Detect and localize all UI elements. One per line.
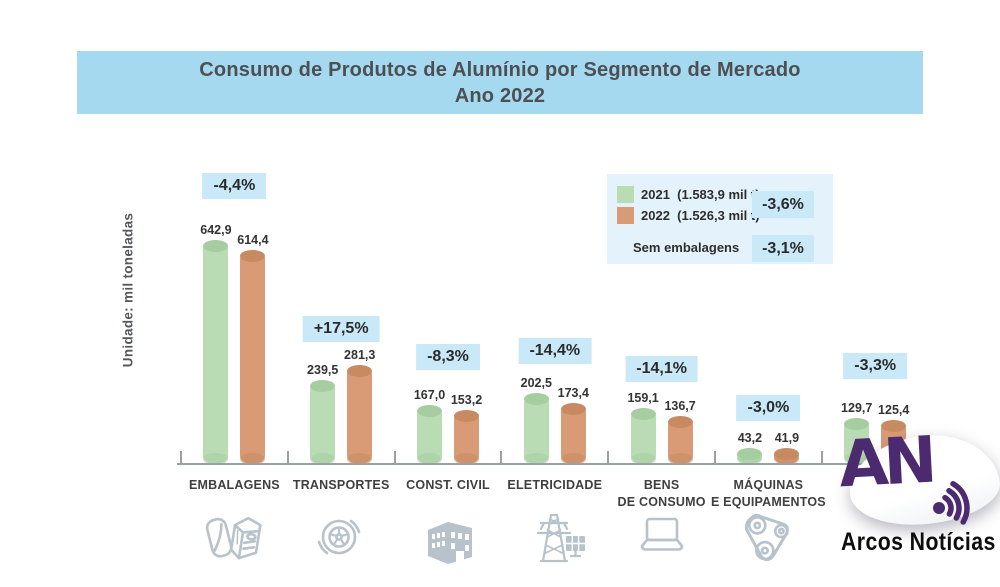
bar-top-cap (523, 392, 549, 405)
bar-bot-cap (310, 453, 336, 465)
machinery-icon (734, 503, 802, 571)
bar-top-cap (630, 407, 656, 420)
bar-2022 (667, 415, 693, 465)
bar-top-cap (560, 402, 586, 415)
bar-2022 (347, 365, 373, 465)
bar-bot-cap (523, 453, 549, 465)
category-label: TRANSPORTES (292, 478, 390, 492)
bar-top-cap (347, 365, 373, 378)
legend-panel: 2021 (1.583,9 mil t) 2022 (1.526,3 mil t… (607, 174, 833, 264)
change-badge: -3,3% (843, 353, 908, 379)
bar-bot-cap (560, 453, 586, 465)
bar-top-cap (310, 379, 336, 392)
bar-top-cap (417, 405, 442, 418)
category-label: BENS DE CONSUMO (617, 478, 706, 509)
bar-bot-cap (203, 453, 229, 465)
category-label: CONST. CIVIL (406, 478, 490, 492)
bar-2022 (560, 402, 586, 465)
tire-icon (307, 503, 375, 571)
laptop-icon (628, 503, 696, 571)
x-axis-tick (714, 451, 716, 464)
electricity-icon (521, 503, 589, 571)
legend-item-2022: 2022 (1.526,3 mil t) (617, 207, 760, 224)
value-label-2021: 202,5 (520, 375, 552, 390)
bar-bot-cap (347, 453, 373, 465)
legend-label-2021: 2021 (641, 187, 670, 202)
bar-2021 (737, 448, 763, 465)
category-label: ELETRICIDADE (507, 478, 603, 492)
logo-name: Arcos Notícias (841, 528, 996, 556)
change-badge: +17,5% (302, 316, 380, 343)
bar-bot-cap (774, 453, 800, 465)
change-badge: -8,3% (416, 344, 480, 371)
logo-monogram: AN (837, 423, 934, 503)
legend-amount-2021: (1.583,9 mil t) (677, 187, 760, 202)
arcos-noticias-logo: AN Arcos Notícias (835, 423, 1000, 584)
value-label-2022: 281,3 (344, 348, 376, 363)
chart-subtitle: Ano 2022 (454, 84, 546, 107)
value-label-2021: 159,1 (627, 390, 659, 405)
change-badge: -3,0% (736, 395, 801, 422)
y-axis-label: Unidade: mil toneladas (120, 212, 136, 368)
legend-swatch-2022 (617, 207, 634, 224)
bar-bot-cap (737, 453, 763, 465)
bar-2021 (310, 379, 336, 465)
bar-2022 (454, 409, 479, 465)
category-label: MÁQUINAS E EQUIPAMENTOS (710, 478, 826, 509)
signal-waves-icon (942, 481, 970, 525)
value-label-2022: 125,4 (878, 402, 910, 417)
x-axis-line (177, 463, 938, 465)
bar-bot-cap (417, 453, 442, 465)
sem-embalagens-label: Sem embalagens (633, 240, 740, 255)
legend-amount-2022: (1.526,3 mil t) (677, 208, 760, 223)
packaging-icon (200, 503, 268, 571)
bar-top-cap (844, 418, 870, 430)
change-badge: -4,4% (202, 172, 267, 199)
x-axis-tick (820, 451, 823, 464)
legend-swatch-2021 (617, 186, 634, 203)
chart-title-banner: Consumo de Produtos de Alumínio por Segm… (77, 51, 923, 114)
bar-2021 (630, 407, 656, 465)
value-label-2021: 642,9 (200, 222, 232, 237)
value-label-2021: 129,7 (841, 401, 873, 415)
chart-title: Consumo de Produtos de Alumínio por Segm… (199, 58, 801, 81)
bar-2022 (774, 448, 800, 465)
x-axis-tick (393, 451, 396, 464)
building-icon (414, 503, 482, 571)
bar-top-cap (454, 409, 479, 422)
value-label-2021: 239,5 (307, 362, 339, 377)
bar-bot-cap (667, 453, 693, 465)
value-label-2022: 614,4 (237, 232, 269, 247)
value-label-2022: 153,2 (450, 392, 483, 407)
bar-bot-cap (240, 453, 266, 465)
category-label: EMBALAGENS (188, 478, 280, 492)
bar-2021 (417, 405, 442, 465)
value-label-2022: 136,7 (664, 398, 696, 413)
value-label-2022: 173,4 (557, 385, 589, 400)
x-axis-tick (607, 451, 610, 464)
bar-bot-cap (454, 453, 479, 465)
logo-dot (933, 502, 945, 514)
sem-embalagens-badge: -3,1% (752, 235, 814, 262)
bar-2021 (203, 239, 229, 465)
value-label-2021: 43,2 (737, 431, 763, 446)
x-axis-tick (180, 451, 182, 464)
bar-top-cap (881, 419, 907, 432)
x-axis-tick (286, 451, 289, 464)
bar-2021 (523, 392, 549, 465)
value-label-2022: 41,9 (774, 431, 800, 446)
total-change-badge: -3,6% (752, 191, 814, 218)
bar-top-cap (240, 249, 266, 262)
bar-bot-cap (630, 453, 656, 465)
change-badge: -14,4% (518, 337, 592, 364)
change-badge: -14,1% (625, 355, 698, 382)
legend-label-2022: 2022 (641, 208, 670, 223)
value-label-2021: 167,0 (413, 388, 446, 403)
x-axis-tick (500, 451, 503, 464)
bar-top-cap (667, 415, 693, 428)
bar-top-cap (203, 239, 229, 252)
bar-2022 (240, 249, 266, 465)
legend-item-2021: 2021 (1.583,9 mil t) (617, 186, 760, 203)
